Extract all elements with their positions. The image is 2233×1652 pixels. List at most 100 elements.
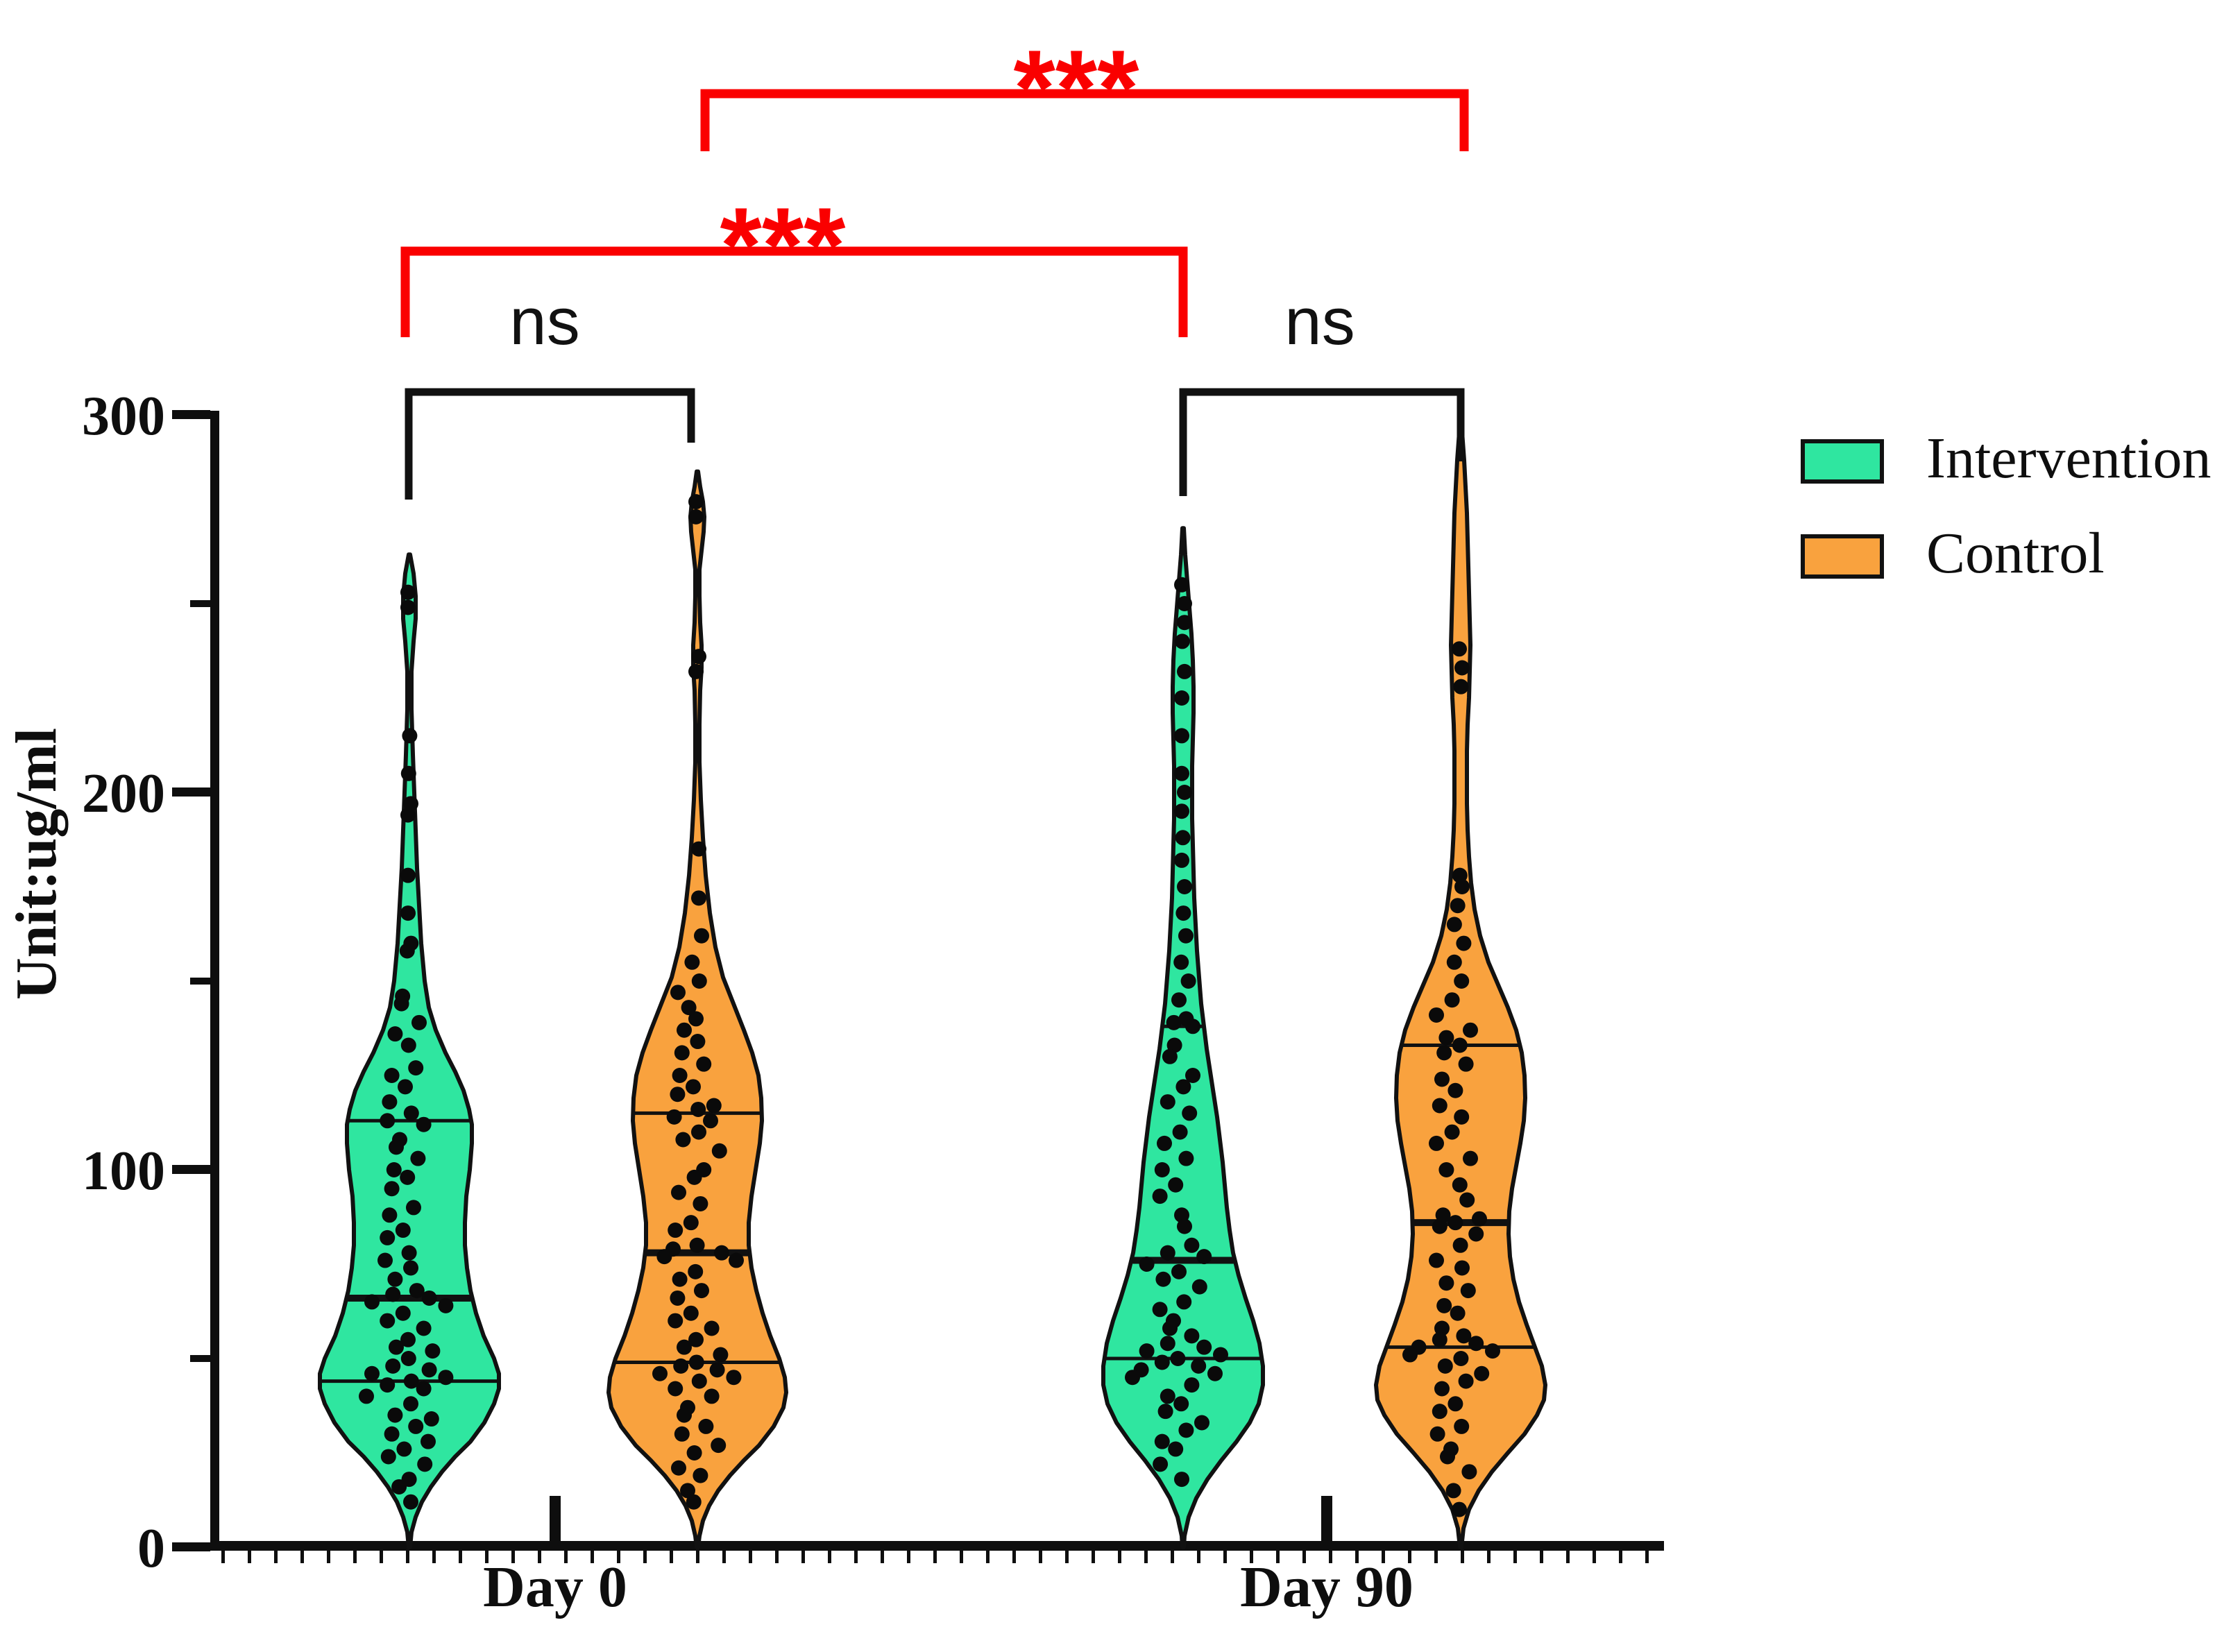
- data-point: [1461, 1464, 1477, 1480]
- data-point: [395, 1223, 411, 1238]
- data-point: [1160, 1336, 1175, 1352]
- data-point: [693, 1195, 708, 1211]
- data-point: [1444, 1124, 1460, 1140]
- significance-label: ns: [1284, 284, 1355, 359]
- data-point: [674, 1426, 690, 1442]
- x-axis-minor-tick: [933, 1541, 937, 1563]
- data-point: [1436, 1045, 1452, 1061]
- data-point: [1177, 785, 1192, 800]
- bracket-line: [400, 246, 1188, 337]
- data-point: [1447, 1396, 1463, 1412]
- data-point: [1438, 1162, 1454, 1177]
- data-point: [1168, 1441, 1184, 1457]
- data-point: [1446, 917, 1462, 933]
- data-point: [1176, 1294, 1192, 1310]
- data-point: [387, 1026, 403, 1042]
- data-point: [1194, 1415, 1209, 1431]
- data-point: [1184, 1237, 1200, 1253]
- data-point: [1432, 1218, 1447, 1234]
- data-point: [686, 1079, 701, 1095]
- y-axis-minor-tick: [190, 600, 210, 607]
- data-point: [1485, 1343, 1500, 1359]
- data-point: [396, 1441, 412, 1457]
- data-point: [377, 1252, 393, 1268]
- data-point: [406, 1200, 421, 1216]
- data-point: [1447, 1082, 1463, 1098]
- x-axis-minor-tick: [353, 1541, 357, 1563]
- data-point: [1196, 1249, 1212, 1265]
- data-point: [1185, 1019, 1200, 1034]
- data-point: [652, 1365, 668, 1381]
- data-point: [1468, 1336, 1484, 1352]
- data-point: [677, 1339, 692, 1355]
- data-point: [1174, 633, 1190, 649]
- x-axis-minor-tick: [274, 1541, 278, 1563]
- x-axis-minor-tick: [696, 1541, 699, 1563]
- x-axis-minor-tick: [828, 1541, 831, 1563]
- x-axis-minor-tick: [1434, 1541, 1438, 1563]
- x-axis-minor-tick: [1329, 1541, 1332, 1563]
- data-point: [1454, 660, 1470, 676]
- data-point: [1196, 1339, 1212, 1355]
- data-point: [401, 1245, 417, 1261]
- axes-group: 0 100 200 300 Day 0 Day 90 Unit:ug/ml: [4, 386, 1664, 1619]
- data-point: [656, 1249, 672, 1265]
- data-point: [1166, 1014, 1182, 1030]
- violin-body: [1101, 526, 1265, 1549]
- data-point: [380, 1313, 396, 1329]
- data-point: [421, 1290, 437, 1306]
- data-point: [1429, 1426, 1445, 1442]
- y-axis-minor-tick: [190, 978, 210, 985]
- x-axis-minor-tick: [1171, 1541, 1174, 1563]
- x-axis-minor-tick: [1250, 1541, 1253, 1563]
- x-axis-minor-tick: [670, 1541, 673, 1563]
- data-point: [1434, 1071, 1450, 1087]
- data-point: [1456, 935, 1472, 951]
- data-point: [1463, 1022, 1478, 1038]
- data-point: [421, 1433, 436, 1449]
- x-axis-minor-tick: [221, 1541, 225, 1563]
- data-point: [1456, 1328, 1472, 1344]
- data-point: [686, 1494, 702, 1510]
- data-point: [400, 599, 416, 615]
- data-point: [408, 1418, 424, 1434]
- x-axis-minor-tick: [1223, 1541, 1227, 1563]
- data-point: [1172, 1124, 1188, 1140]
- data-point: [1460, 1283, 1476, 1299]
- data-point: [1177, 663, 1192, 679]
- x-axis-minor-tick: [801, 1541, 805, 1563]
- data-point: [423, 1411, 439, 1427]
- data-point: [400, 807, 416, 823]
- data-point: [1154, 1433, 1170, 1449]
- data-point: [380, 1449, 396, 1465]
- legend-label: Intervention: [1926, 426, 2211, 491]
- data-point: [1162, 1320, 1178, 1336]
- data-point: [1434, 1381, 1450, 1397]
- legend-swatch: [1801, 439, 1884, 484]
- data-point: [393, 996, 409, 1012]
- x-axis-minor-tick: [617, 1541, 620, 1563]
- violin-day90-control: [1374, 420, 1547, 1549]
- data-point: [400, 1331, 416, 1347]
- data-point: [709, 1362, 725, 1378]
- data-point: [408, 1060, 424, 1076]
- data-point: [693, 1467, 708, 1483]
- data-point: [671, 1460, 686, 1476]
- data-point: [688, 509, 704, 525]
- data-point: [1454, 1109, 1470, 1125]
- data-point: [1474, 1365, 1490, 1381]
- data-point: [729, 1252, 744, 1268]
- data-point: [703, 1113, 718, 1129]
- data-point: [1454, 1260, 1470, 1276]
- data-point: [1152, 1189, 1168, 1204]
- data-point: [1444, 992, 1460, 1008]
- x-axis-minor-tick: [1487, 1541, 1491, 1563]
- data-point: [1432, 1331, 1447, 1347]
- data-point: [438, 1297, 454, 1313]
- data-point: [668, 1313, 684, 1329]
- y-axis-major-tick: [172, 1165, 210, 1174]
- data-point: [1175, 905, 1191, 921]
- data-point: [688, 1354, 704, 1370]
- data-point: [1184, 1328, 1200, 1344]
